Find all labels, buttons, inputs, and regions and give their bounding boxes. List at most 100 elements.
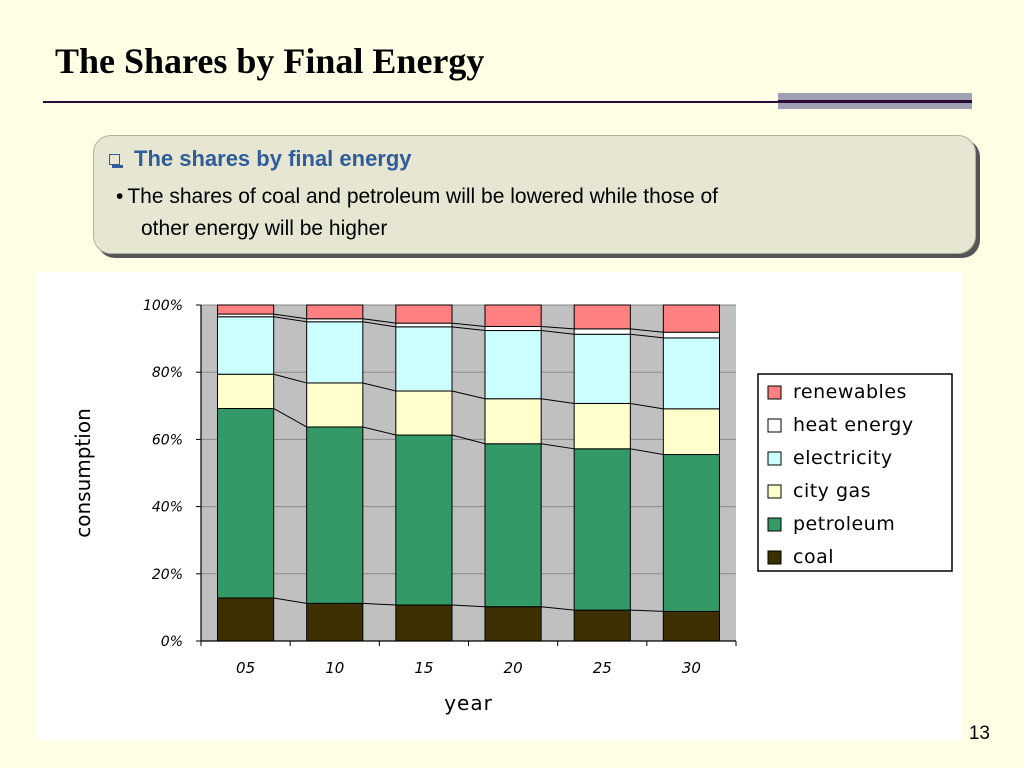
y-axis-title: consumption bbox=[71, 408, 95, 538]
bar-segment-electricity bbox=[395, 326, 453, 392]
legend-label-city-gas: city gas bbox=[793, 480, 871, 502]
bar-segment-renewables bbox=[484, 304, 542, 328]
legend-box bbox=[757, 373, 953, 572]
callout-heading: The shares by final energy bbox=[109, 146, 412, 172]
bar-segment-renewables bbox=[306, 304, 364, 320]
bar-segment-city-gas bbox=[484, 398, 542, 445]
y-tick-label: 20% bbox=[152, 567, 183, 583]
x-tick-label: 30 bbox=[682, 659, 701, 677]
callout-body: • The shares of coal and petroleum will b… bbox=[116, 181, 936, 245]
bar-segment-city-gas bbox=[395, 390, 453, 436]
bar-segment-heat-energy bbox=[484, 326, 542, 332]
y-tick-label: 0% bbox=[161, 634, 183, 650]
series-connector bbox=[362, 382, 396, 392]
series-connector bbox=[273, 313, 307, 320]
series-connector bbox=[451, 326, 486, 332]
legend-swatch-city-gas bbox=[767, 484, 782, 499]
page-number: 13 bbox=[968, 723, 990, 744]
stacked-bar-chart: 0% 20% 40% 60% 80% 100% 05 10 15 20 25 30 year consum… bbox=[71, 298, 953, 715]
series-connector bbox=[541, 443, 575, 450]
series-connector bbox=[451, 390, 486, 400]
bar-segment-petroleum bbox=[306, 426, 364, 604]
series-connector bbox=[273, 597, 307, 604]
y-tick-label: 60% bbox=[152, 432, 183, 448]
bar-segment-city-gas bbox=[216, 373, 275, 409]
series-connector bbox=[630, 402, 664, 410]
callout-body-line-2: other energy will be higher bbox=[141, 217, 388, 240]
series-connector bbox=[451, 322, 486, 328]
bar-segment-petroleum bbox=[484, 443, 542, 608]
bar-segment-city-gas bbox=[573, 402, 631, 450]
slide-title: The Shares by Final Energy bbox=[55, 41, 485, 81]
legend-swatch-electricity bbox=[767, 451, 782, 466]
bar-segment-petroleum bbox=[573, 448, 631, 611]
y-tick-label: 40% bbox=[152, 500, 183, 516]
series-connector bbox=[362, 318, 396, 324]
bar-segment-renewables bbox=[395, 304, 453, 324]
bar-segment-electricity bbox=[484, 330, 542, 400]
series-connector bbox=[541, 326, 575, 330]
y-tick-label: 80% bbox=[152, 365, 183, 381]
bar-segment-renewables bbox=[216, 304, 275, 315]
series-connector bbox=[630, 333, 664, 339]
series-connector bbox=[630, 609, 664, 612]
legend-swatch-coal bbox=[767, 550, 782, 565]
bar-segment-coal bbox=[484, 606, 542, 642]
callout-body-text-1: The shares of coal and petroleum will be… bbox=[127, 185, 719, 208]
series-connector bbox=[451, 604, 486, 608]
x-axis-title: year bbox=[444, 691, 493, 715]
series-connector bbox=[273, 408, 307, 428]
y-tick-label: 100% bbox=[143, 298, 183, 314]
legend-label-renewables: renewables bbox=[793, 381, 907, 403]
checkbox-bullet-icon bbox=[109, 153, 123, 168]
legend-swatch-petroleum bbox=[767, 517, 782, 532]
legend-label-coal: coal bbox=[793, 546, 834, 568]
summary-callout: The shares by final energy • The shares o… bbox=[93, 135, 976, 254]
title-divider bbox=[43, 101, 972, 103]
x-tick-label: 20 bbox=[504, 659, 523, 677]
bar-segment-coal bbox=[395, 604, 453, 642]
chart-panel: 0% 20% 40% 60% 80% 100% 05 10 15 20 25 30 year consum… bbox=[38, 272, 962, 740]
title-accent-line bbox=[778, 100, 972, 102]
bar-segment-petroleum bbox=[662, 454, 721, 612]
legend-swatch-heat-energy bbox=[767, 418, 782, 433]
bar-segment-coal bbox=[216, 597, 275, 642]
bar-segment-petroleum bbox=[395, 434, 453, 606]
legend-swatch-renewables bbox=[767, 385, 782, 400]
legend-label-heat-energy: heat energy bbox=[793, 414, 914, 436]
legend-label-petroleum: petroleum bbox=[793, 513, 895, 535]
bar-segment-heat-energy bbox=[662, 331, 721, 339]
callout-body-line-1: • The shares of coal and petroleum will b… bbox=[116, 181, 936, 213]
bar-segment-renewables bbox=[662, 304, 721, 333]
series-connector bbox=[630, 328, 664, 333]
series-connector bbox=[541, 606, 575, 611]
bar-segment-heat-energy bbox=[573, 328, 631, 335]
bar-segment-city-gas bbox=[306, 382, 364, 428]
bar-segment-electricity bbox=[573, 333, 631, 404]
bar-segment-petroleum bbox=[216, 407, 275, 599]
bar-segment-electricity bbox=[662, 337, 721, 410]
bar-segment-city-gas bbox=[662, 408, 721, 456]
legend-label-electricity: electricity bbox=[793, 447, 893, 469]
series-connector bbox=[273, 373, 307, 384]
series-connector bbox=[362, 602, 396, 606]
bar-segment-coal bbox=[662, 610, 721, 642]
series-connector bbox=[273, 316, 307, 323]
bar-segment-electricity bbox=[306, 321, 364, 384]
plot-area bbox=[201, 305, 736, 641]
series-connector bbox=[451, 434, 486, 445]
x-tick-label: 10 bbox=[325, 659, 344, 677]
series-connector bbox=[362, 426, 396, 436]
bullet-dot: • bbox=[116, 185, 124, 208]
x-tick-label: 05 bbox=[236, 659, 255, 677]
series-connector bbox=[362, 321, 396, 328]
bar-segment-coal bbox=[573, 609, 631, 642]
x-tick-label: 25 bbox=[593, 659, 612, 677]
callout-heading-text: The shares by final energy bbox=[134, 146, 412, 171]
bar-segment-coal bbox=[306, 602, 364, 642]
bar-segment-heat-energy bbox=[395, 322, 453, 328]
x-tick-label: 15 bbox=[414, 659, 433, 677]
bar-segment-electricity bbox=[216, 316, 275, 375]
series-connector bbox=[541, 398, 575, 404]
bar-segment-renewables bbox=[573, 304, 631, 330]
